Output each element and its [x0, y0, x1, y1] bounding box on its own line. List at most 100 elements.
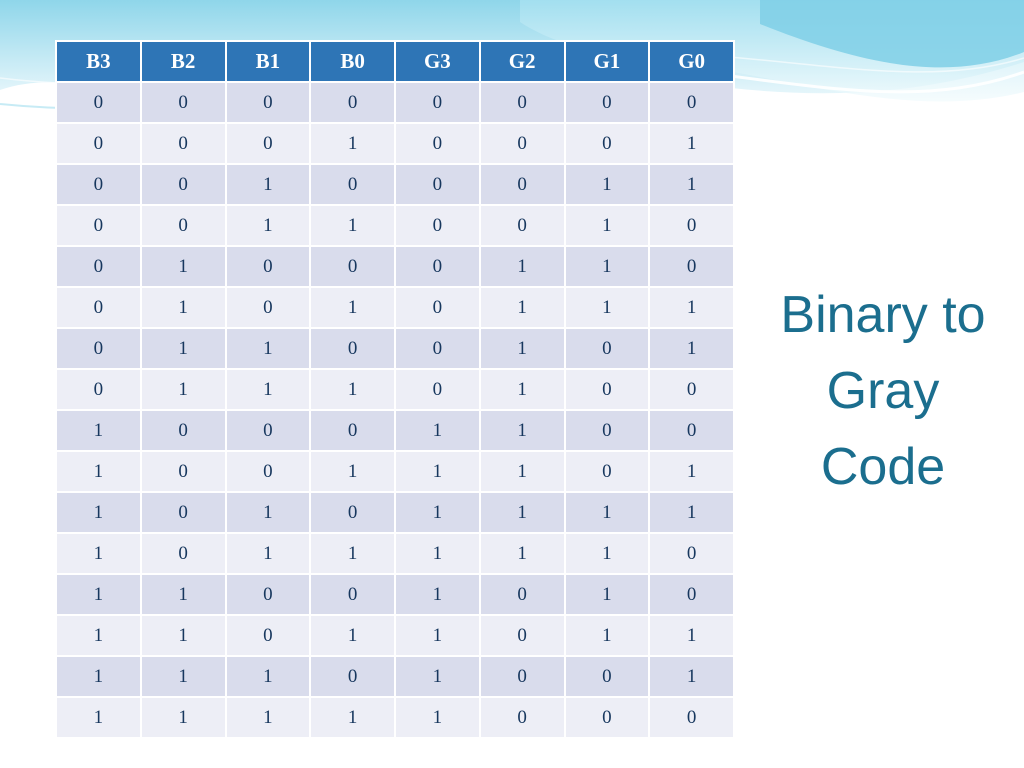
table-header-row: B3 B2 B1 B0 G3 G2 G1 G0: [55, 40, 735, 83]
table-cell: 0: [139, 122, 227, 165]
table-header-cell: G0: [648, 40, 735, 83]
table-cell: 1: [563, 491, 651, 534]
table-cell: 0: [139, 532, 227, 575]
table-cell: 0: [648, 409, 735, 452]
table-cell: 0: [478, 655, 566, 698]
table-cell: 1: [478, 286, 566, 329]
table-cell: 0: [394, 81, 481, 124]
table-cell: 0: [394, 286, 481, 329]
table-cell: 0: [139, 409, 227, 452]
table-cell: 0: [563, 696, 651, 739]
table-cell: 0: [55, 81, 142, 124]
table-cell: 0: [394, 327, 481, 370]
table-cell: 0: [648, 204, 735, 247]
table-cell: 0: [55, 122, 142, 165]
table-cell: 1: [139, 573, 227, 616]
table-cell: 0: [55, 163, 142, 206]
table-cell: 1: [55, 450, 142, 493]
table-cell: 0: [224, 450, 312, 493]
table-cell: 0: [478, 122, 566, 165]
table-cell: 1: [563, 286, 651, 329]
table-cell: 1: [648, 327, 735, 370]
table-cell: 1: [563, 573, 651, 616]
table-cell: 0: [55, 327, 142, 370]
table-cell: 0: [563, 655, 651, 698]
table-cell: 1: [309, 122, 396, 165]
table-cell: 0: [139, 450, 227, 493]
table-cell: 0: [394, 204, 481, 247]
table-cell: 1: [139, 286, 227, 329]
table-cell: 0: [224, 245, 312, 288]
table-header-cell: B2: [139, 40, 227, 83]
table-cell: 1: [224, 368, 312, 411]
table-cell: 0: [309, 245, 396, 288]
table-cell: 1: [309, 286, 396, 329]
table-cell: 1: [224, 327, 312, 370]
table-header-cell: G2: [478, 40, 566, 83]
table-cell: 1: [55, 655, 142, 698]
table-header-cell: B3: [55, 40, 142, 83]
table-cell: 1: [478, 368, 566, 411]
table-header-cell: G3: [394, 40, 481, 83]
table-cell: 1: [648, 491, 735, 534]
slide-title: Binary to Gray Code: [742, 278, 1024, 506]
table-cell: 1: [648, 163, 735, 206]
table-cell: 0: [394, 368, 481, 411]
table-cell: 1: [394, 614, 481, 657]
table-cell: 1: [563, 532, 651, 575]
table-cell: 0: [224, 81, 312, 124]
table-cell: 1: [563, 163, 651, 206]
title-line: Binary to: [780, 286, 986, 344]
table-cell: 1: [394, 491, 481, 534]
table-cell: 0: [394, 163, 481, 206]
table-cell: 0: [309, 327, 396, 370]
table-cell: 1: [478, 491, 566, 534]
table-cell: 1: [648, 286, 735, 329]
table-cell: 1: [394, 409, 481, 452]
table-cell: 0: [648, 532, 735, 575]
table-cell: 0: [478, 163, 566, 206]
table-cell: 1: [55, 409, 142, 452]
table-cell: 0: [563, 368, 651, 411]
table-cell: 1: [139, 327, 227, 370]
table-cell: 1: [224, 655, 312, 698]
table-cell: 0: [224, 286, 312, 329]
table-cell: 1: [139, 696, 227, 739]
table-header-cell: B0: [309, 40, 396, 83]
title-line: Code: [820, 437, 946, 496]
table-cell: 1: [224, 163, 312, 206]
table-cell: 1: [394, 532, 481, 575]
table-cell: 1: [224, 696, 312, 739]
table-cell: 0: [478, 696, 566, 739]
table-cell: 1: [478, 409, 566, 452]
table-cell: 1: [224, 491, 312, 534]
table-cell: 0: [563, 122, 651, 165]
table-cell: 1: [139, 655, 227, 698]
table-cell: 0: [478, 81, 566, 124]
table-cell: 0: [563, 327, 651, 370]
table-cell: 1: [563, 245, 651, 288]
table-cell: 0: [309, 573, 396, 616]
table-header: B3 B2 B1 B0 G3 G2 G1 G0: [55, 40, 735, 83]
table-cell: 1: [55, 573, 142, 616]
table-cell: 1: [224, 532, 312, 575]
table-cell: 1: [394, 573, 481, 616]
table-cell: 0: [55, 204, 142, 247]
table-cell: 0: [224, 122, 312, 165]
table-cell: 1: [648, 655, 735, 698]
table-cell: 0: [478, 614, 566, 657]
table-cell: 0: [309, 409, 396, 452]
